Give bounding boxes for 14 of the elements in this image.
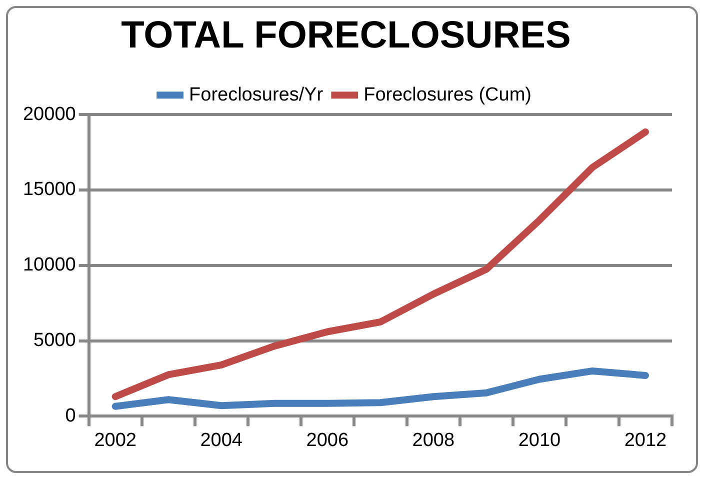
- y-tick-label: 20000: [22, 104, 76, 125]
- x-tick-label: 2012: [624, 430, 667, 451]
- y-tick-label: 0: [65, 405, 76, 426]
- legend-label: Foreclosures/Yr: [189, 84, 324, 106]
- x-tick-label: 2006: [306, 430, 349, 451]
- x-tick-label: 2002: [94, 430, 136, 451]
- y-tick-label: 15000: [22, 179, 76, 200]
- x-tick-label: 2004: [200, 430, 243, 451]
- x-tick-label: 2008: [412, 430, 455, 451]
- y-tick-label: 5000: [34, 330, 76, 352]
- x-tick-label: 2010: [518, 430, 561, 451]
- legend-label: Foreclosures (Cum): [364, 84, 532, 106]
- y-tick-label: 10000: [22, 254, 76, 276]
- chart-title: TOTAL FORECLOSURES: [121, 14, 571, 56]
